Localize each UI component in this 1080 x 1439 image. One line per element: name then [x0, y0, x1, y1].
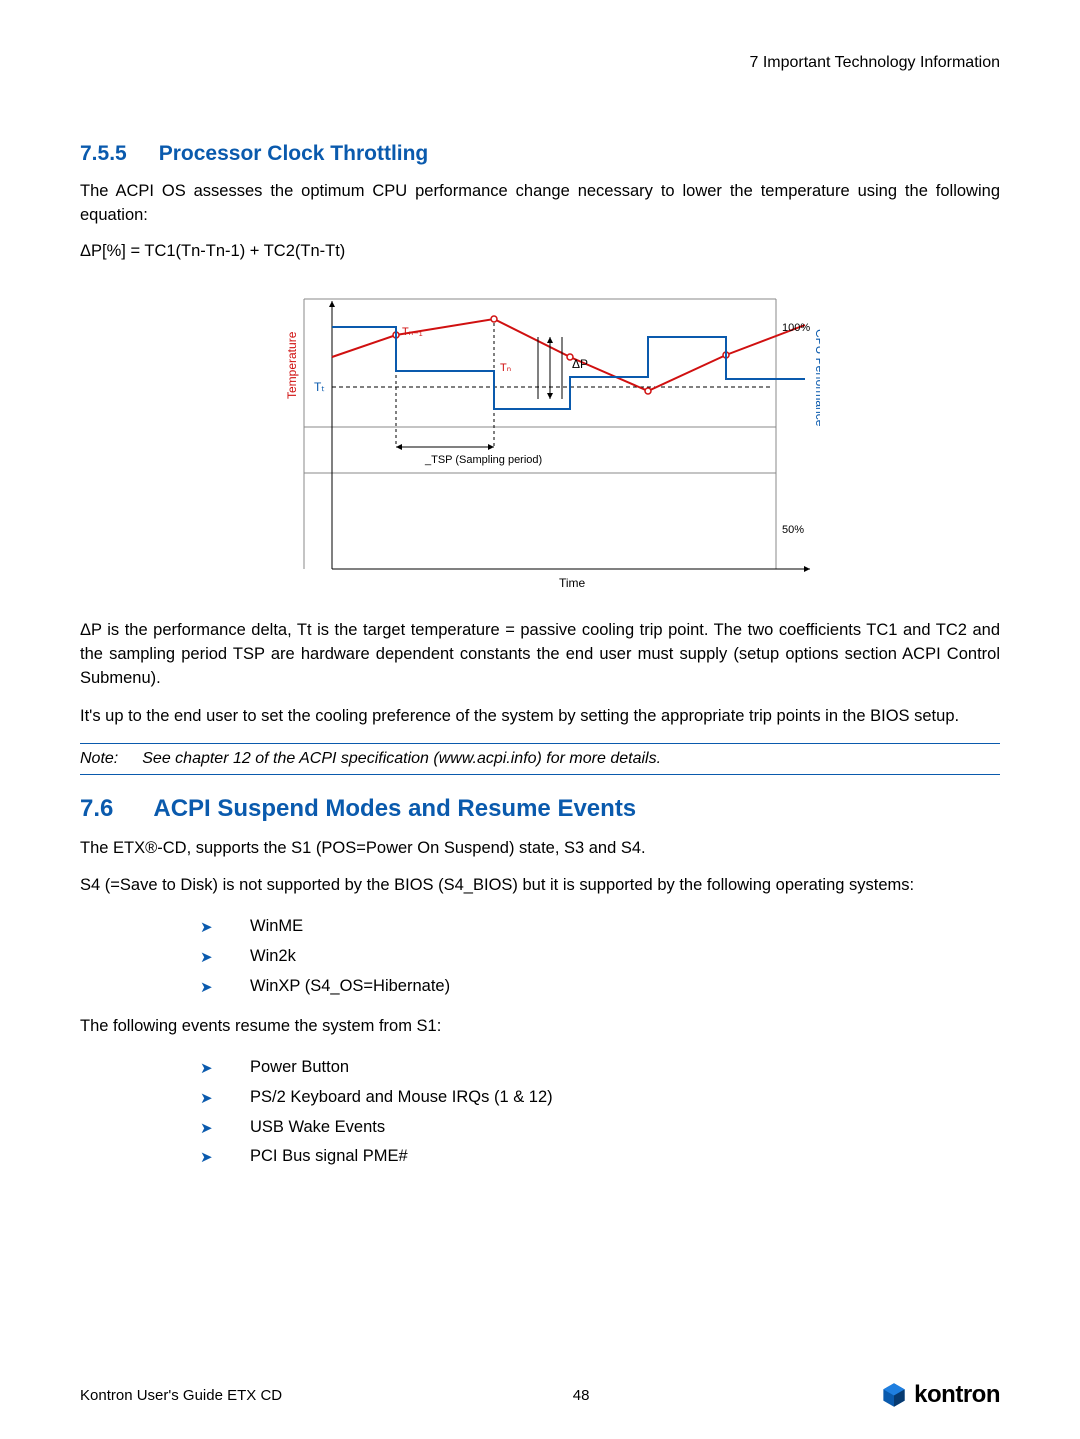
- os-list: WinMEWin2kWinXP (S4_OS=Hibernate): [80, 912, 1000, 1001]
- note-label: Note:: [80, 750, 118, 768]
- list-item: Power Button: [80, 1053, 1000, 1083]
- svg-text:Tₙ₋₁: Tₙ₋₁: [402, 326, 423, 338]
- svg-text:50%: 50%: [782, 524, 804, 536]
- throttling-chart: Tₜ _TSP (Sampling period) Tₙ₋₁ Tₙ ΔP 100% 50% T…: [80, 279, 1000, 589]
- note-block: Note: See chapter 12 of the ACPI specifi…: [80, 743, 1000, 775]
- heading-755: 7.5.5 Processor Clock Throttling: [80, 142, 1000, 166]
- para-755-3: It's up to the end user to set the cooli…: [80, 705, 1000, 729]
- para-755-2: ΔP is the performance delta, Tt is the t…: [80, 619, 1000, 691]
- page-header: 7 Important Technology Information: [80, 54, 1000, 72]
- svg-text:_TSP (Sampling period): _TSP (Sampling period): [424, 454, 542, 466]
- secnum-76: 7.6: [80, 795, 113, 823]
- svg-text:100%: 100%: [782, 322, 810, 334]
- logo-text: kontron: [914, 1381, 1000, 1409]
- list-item: PCI Bus signal PME#: [80, 1142, 1000, 1172]
- note-text: See chapter 12 of the ACPI specification…: [142, 750, 661, 768]
- footer-pagenum: 48: [573, 1387, 590, 1404]
- equation: ΔP[%] = TC1(Tn-Tn-1) + TC2(Tn-Tt): [80, 242, 1000, 261]
- svg-text:ΔP: ΔP: [572, 357, 588, 371]
- svg-text:Temperature: Temperature: [285, 331, 299, 399]
- para-76-3: The following events resume the system f…: [80, 1015, 1000, 1039]
- list-item: WinXP (S4_OS=Hibernate): [80, 972, 1000, 1002]
- para-755-1: The ACPI OS assesses the optimum CPU per…: [80, 180, 1000, 228]
- secnum-755: 7.5.5: [80, 142, 127, 166]
- svg-text:Tₙ: Tₙ: [500, 362, 511, 374]
- title-76: ACPI Suspend Modes and Resume Events: [153, 795, 636, 822]
- kontron-logo: kontron: [880, 1381, 1000, 1409]
- para-76-2: S4 (=Save to Disk) is not supported by t…: [80, 874, 1000, 898]
- heading-76: 7.6 ACPI Suspend Modes and Resume Events: [80, 795, 1000, 823]
- para-76-1: The ETX®-CD, supports the S1 (POS=Power …: [80, 837, 1000, 861]
- title-755: Processor Clock Throttling: [159, 142, 429, 165]
- logo-icon: [880, 1381, 908, 1409]
- svg-text:Tₜ: Tₜ: [314, 380, 325, 394]
- svg-text:CPU Performance: CPU Performance: [813, 329, 820, 427]
- footer-left: Kontron User's Guide ETX CD: [80, 1387, 282, 1404]
- list-item: PS/2 Keyboard and Mouse IRQs (1 & 12): [80, 1083, 1000, 1113]
- svg-text:Time: Time: [559, 576, 586, 589]
- list-item: Win2k: [80, 942, 1000, 972]
- page-footer: Kontron User's Guide ETX CD 48 kontron: [80, 1381, 1000, 1409]
- resume-events-list: Power ButtonPS/2 Keyboard and Mouse IRQs…: [80, 1053, 1000, 1172]
- list-item: WinME: [80, 912, 1000, 942]
- list-item: USB Wake Events: [80, 1113, 1000, 1143]
